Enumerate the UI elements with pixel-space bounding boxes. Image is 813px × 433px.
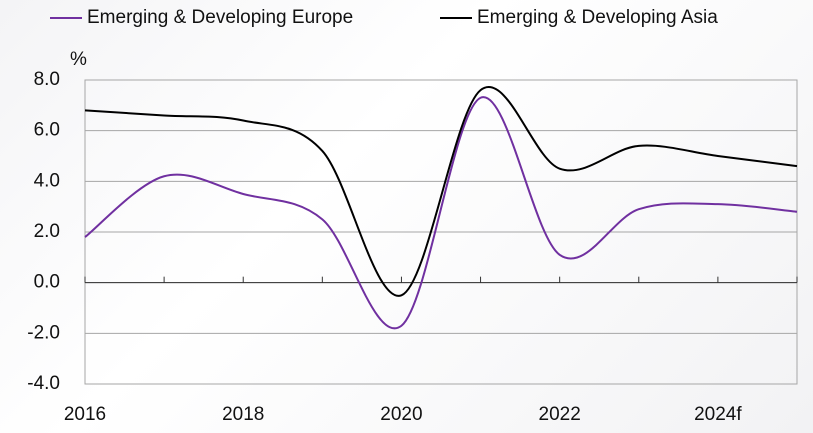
plot-frame (84, 79, 798, 385)
y-tick-label: 8.0 (34, 69, 60, 90)
y-tick-label: -2.0 (27, 322, 60, 343)
y-tick-label: 4.0 (34, 170, 60, 191)
y-tick-label: -4.0 (27, 373, 60, 394)
x-tick-label: 2024f (694, 404, 742, 425)
legend-label: Emerging & Developing Asia (477, 7, 718, 28)
legend-label: Emerging & Developing Europe (87, 7, 353, 28)
x-tick-label: 2018 (222, 404, 264, 425)
line-series (84, 86, 798, 297)
x-tick-label: 2022 (539, 404, 581, 425)
x-tick-label: 2020 (380, 404, 422, 425)
y-axis-label: % (70, 49, 87, 70)
x-tick-label: 2016 (64, 404, 106, 425)
y-tick-label: 6.0 (34, 120, 60, 141)
y-tick-label: 2.0 (34, 221, 60, 242)
line-series (84, 96, 798, 330)
y-tick-label: 0.0 (34, 272, 60, 293)
